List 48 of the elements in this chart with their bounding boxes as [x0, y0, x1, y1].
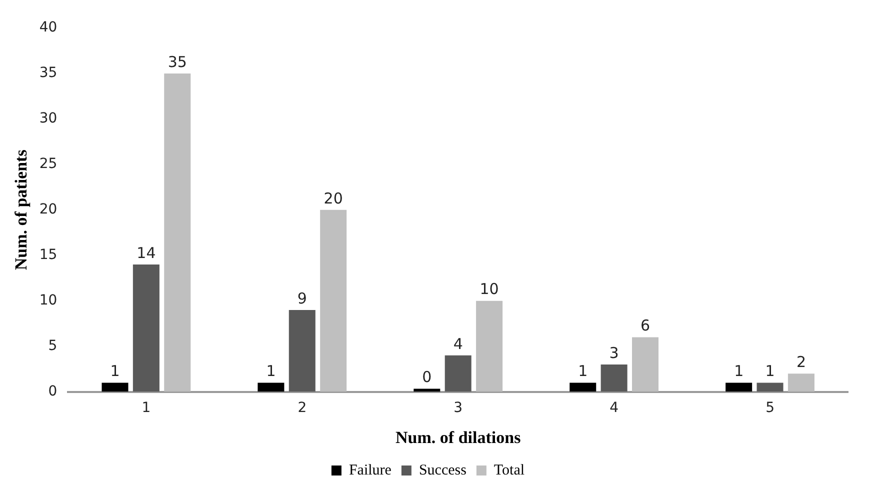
y-tick-label: 25	[39, 156, 58, 172]
bar	[756, 382, 784, 392]
bar	[600, 364, 628, 392]
data-label: 20	[324, 189, 343, 208]
y-tick-label: 10	[39, 292, 58, 308]
bar	[632, 337, 659, 392]
bar	[164, 73, 191, 392]
data-label: 9	[297, 289, 307, 308]
bar	[258, 382, 284, 392]
y-tick-label: 30	[39, 110, 58, 127]
x-axis-title: Num. of dilations	[396, 428, 522, 448]
data-label: 14	[136, 244, 156, 262]
legend-label: Failure	[348, 462, 392, 478]
data-label: 4	[453, 334, 463, 353]
bar	[726, 382, 752, 392]
y-tick-label: 5	[48, 338, 58, 354]
data-label: 3	[609, 344, 619, 362]
data-label: 1	[765, 362, 775, 380]
x-tick-label: 3	[454, 400, 463, 416]
bar	[102, 382, 128, 392]
bar	[476, 300, 503, 392]
y-axis-title: Num. of patients	[12, 149, 31, 270]
data-label: 6	[640, 316, 650, 335]
y-tick-label: 40	[39, 20, 58, 36]
bar	[320, 210, 347, 392]
data-label: 2	[796, 353, 806, 371]
data-label: 1	[578, 362, 588, 380]
data-label: 35	[168, 52, 187, 71]
legend-label: Success	[418, 462, 467, 478]
bar	[788, 374, 814, 392]
y-tick-label: 0	[48, 383, 58, 400]
data-label: 10	[480, 280, 499, 298]
y-tick-label: 15	[39, 247, 58, 264]
data-label: 1	[266, 362, 276, 380]
bar	[132, 264, 160, 392]
bar	[288, 310, 316, 392]
data-label: 1	[110, 362, 120, 380]
x-tick-label: 1	[142, 400, 151, 416]
legend-label: Total	[494, 462, 525, 478]
x-tick-label: 2	[298, 400, 307, 416]
data-label: 0	[422, 368, 432, 386]
bar	[570, 382, 596, 392]
y-tick-label: 20	[39, 202, 58, 218]
y-tick-label: 35	[39, 65, 58, 82]
x-tick-label: 5	[766, 400, 774, 416]
data-label: 1	[734, 362, 744, 380]
bar	[444, 355, 472, 392]
x-tick-label: 4	[610, 400, 619, 416]
